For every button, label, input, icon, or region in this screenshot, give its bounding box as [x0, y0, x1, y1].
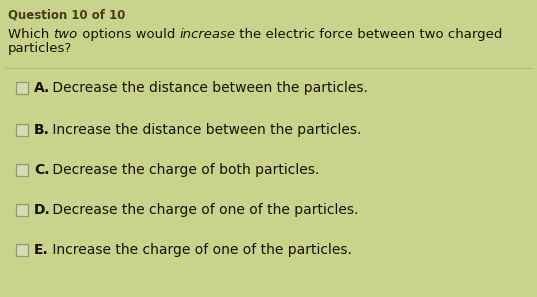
Text: increase: increase [179, 28, 235, 41]
Text: E.: E. [34, 243, 49, 257]
Bar [16, 244, 28, 256]
Bar [16, 82, 28, 94]
Bar [16, 124, 28, 136]
Text: two: two [54, 28, 78, 41]
Bar [16, 164, 28, 176]
Text: Decrease the charge of one of the particles.: Decrease the charge of one of the partic… [48, 203, 358, 217]
Text: options would: options would [78, 28, 179, 41]
Bar [16, 204, 28, 216]
Text: Which: Which [8, 28, 54, 41]
Text: Decrease the charge of both particles.: Decrease the charge of both particles. [48, 163, 320, 177]
Text: B.: B. [34, 123, 50, 137]
Text: D.: D. [34, 203, 51, 217]
Text: A.: A. [34, 81, 50, 95]
Text: Decrease the distance between the particles.: Decrease the distance between the partic… [48, 81, 368, 95]
Text: Increase the charge of one of the particles.: Increase the charge of one of the partic… [48, 243, 352, 257]
Text: the electric force between two charged: the electric force between two charged [235, 28, 503, 41]
Text: Increase the distance between the particles.: Increase the distance between the partic… [48, 123, 361, 137]
Text: Question 10 of 10: Question 10 of 10 [8, 8, 125, 21]
Text: particles?: particles? [8, 42, 72, 55]
Text: C.: C. [34, 163, 49, 177]
